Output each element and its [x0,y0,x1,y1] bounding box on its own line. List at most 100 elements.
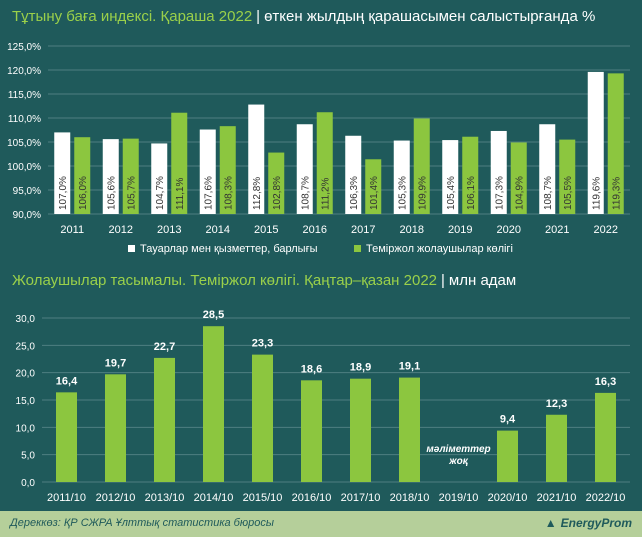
x-tick-label: 2022/10 [586,492,626,504]
y-tick-label: 10,0 [16,423,36,434]
bar [559,139,576,214]
bar-value-label: 23,3 [252,338,273,350]
bar-value-label: 19,7 [105,357,126,369]
y-tick-label: 95,0% [13,186,41,197]
bar [442,140,459,214]
legend-item-rail: Теміржол жолаушылар көлігі [354,243,513,255]
bar-value-label: 104,7% [155,176,166,210]
bar-value-label: 102,8% [272,176,283,210]
bar [490,130,507,214]
bar [510,142,527,214]
title-separator: | [441,272,445,289]
x-tick-label: 2015 [254,224,278,236]
bar-value-label: 16,3 [595,376,616,388]
y-tick-label: 100,0% [7,162,41,173]
bar [151,143,168,214]
bar-value-label: 105,7% [126,176,137,210]
legend-item-total: Тауарлар мен қызметтер, барлығы [128,243,318,255]
bar [345,135,362,214]
legend-label-rail: Теміржол жолаушылар көлігі [366,243,513,255]
y-tick-label: 15,0 [16,396,36,407]
y-tick-label: 20,0 [16,369,36,380]
x-tick-label: 2017/10 [341,492,381,504]
x-tick-label: 2013 [157,224,181,236]
bar-value-label: 107,3% [494,176,505,210]
bar-value-label: 105,6% [106,176,117,210]
bar [350,378,371,482]
x-tick-label: 2018 [400,224,424,236]
chart1-subtitle: өткен жылдың қарашасымен салыстырғанда % [264,8,596,25]
bar [462,136,479,214]
no-data-label: мәліметтер [426,444,490,455]
legend-swatch-white [128,245,135,252]
title-separator: | [256,8,261,25]
bar-value-label: 105,3% [397,176,408,210]
bar [399,377,420,482]
bar-value-label: 106,3% [349,176,360,210]
bar [54,132,71,214]
brand-name: EnergyProm [560,516,632,530]
bar-value-label: 105,5% [563,176,574,210]
x-tick-label: 2014/10 [194,492,234,504]
energyprom-logo-icon: ▲ [544,516,557,530]
bar [546,414,567,482]
bar [316,112,333,214]
bar-value-label: 12,3 [546,398,567,410]
y-tick-label: 115,0% [8,90,41,101]
bar-value-label: 18,6 [301,363,322,375]
bar-value-label: 106,0% [78,176,89,210]
y-tick-label: 0,0 [21,478,35,489]
bar [203,326,224,482]
bar [219,126,236,214]
y-tick-label: 30,0 [16,314,36,325]
x-tick-label: 2019 [448,224,472,236]
bar [268,152,285,214]
x-tick-label: 2020/10 [488,492,528,504]
y-tick-label: 90,0% [13,210,41,221]
chart1-title-block: Тұтыну баға индексі. Қараша 2022 | өткен ж… [12,8,595,25]
bar [301,380,322,482]
bar [413,118,430,214]
bar [199,129,216,214]
x-tick-label: 2012 [109,224,133,236]
bar-value-label: 22,7 [154,341,175,353]
legend-swatch-green [354,245,361,252]
x-tick-label: 2011/10 [47,492,86,504]
bar [595,392,616,482]
x-tick-label: 2015/10 [243,492,283,504]
x-tick-label: 2016/10 [292,492,332,504]
y-tick-label: 5,0 [21,451,35,462]
x-tick-label: 2018/10 [390,492,430,504]
bar-value-label: 107,0% [58,176,69,210]
y-tick-label: 110,0% [8,114,41,125]
y-tick-label: 125,0% [7,42,41,53]
bar-value-label: 108,7% [543,176,554,210]
legend-label-total: Тауарлар мен қызметтер, барлығы [140,243,318,255]
bar [365,159,382,214]
bar-value-label: 106,1% [466,176,477,210]
bar [393,140,410,214]
chart2-title-block: Жолаушылар тасымалы. Теміржол көлігі. Қа… [12,272,516,289]
bar-value-label: 104,9% [514,176,525,210]
source-note: Дереккөз: ҚР СЖРА Ұлттық статистика бюро… [10,517,274,529]
y-tick-label: 105,0% [7,138,41,149]
bar-value-label: 108,7% [300,176,311,210]
bar-value-label: 19,1 [399,361,420,373]
bar-value-label: 109,9% [417,176,428,210]
x-tick-label: 2020 [497,224,521,236]
y-tick-label: 25,0 [16,341,36,352]
footer: Дереккөз: ҚР СЖРА Ұлттық статистика бюро… [0,511,642,537]
bar-value-label: 16,4 [56,375,78,387]
chart2-title: Жолаушылар тасымалы. Теміржол көлігі. Қа… [12,272,438,289]
bar [154,357,175,482]
bar [102,139,119,214]
cpi-bar-chart: 90,0% 95,0% 100,0% 105,0% 110,0% 115,0% 120,0%… [7,42,630,236]
bar-value-label: 119,6% [591,177,602,210]
bar [105,374,126,482]
bar [171,112,188,214]
x-tick-label: 2021/10 [537,492,577,504]
x-tick-label: 2021 [545,224,569,236]
x-tick-label: 2011 [60,224,84,236]
bar [56,392,77,482]
